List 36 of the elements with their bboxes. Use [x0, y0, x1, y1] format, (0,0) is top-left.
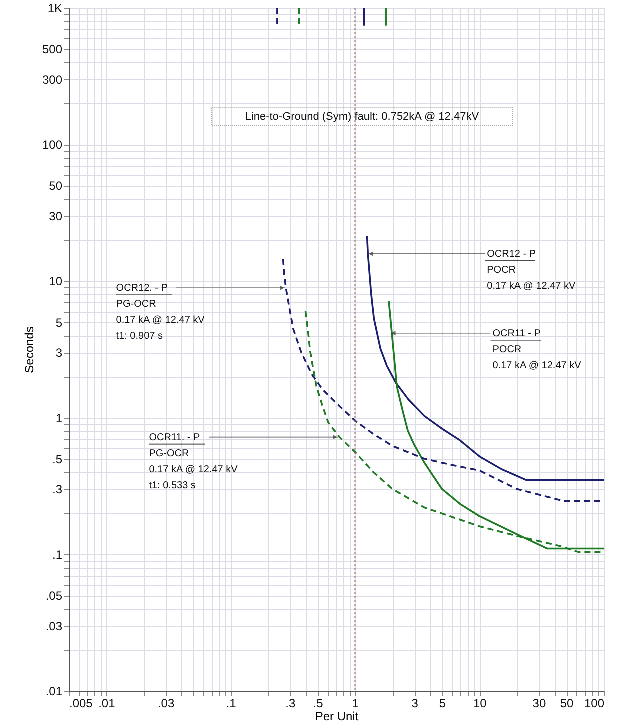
x-tick-label: .005	[70, 696, 94, 710]
y-tick-label: 1K	[48, 2, 62, 16]
x-axis-title: Per Unit	[315, 710, 360, 722]
x-tick-label: .1	[226, 696, 237, 710]
x-tick-label: 5	[439, 696, 446, 710]
y-tick-label: 100	[42, 138, 63, 152]
y-tick-label: 10	[49, 274, 63, 289]
y-tick-label: 3	[56, 346, 63, 360]
y-tick-label: .03	[46, 619, 63, 634]
x-tick-label: 3	[412, 696, 419, 710]
annotation: OCR11 - P POCR 0.17 kA @ 12.47 kV	[492, 328, 582, 372]
y-tick-label: .05	[46, 589, 63, 604]
y-tick-label: 300	[42, 72, 63, 87]
y-axis-title: Seconds	[22, 326, 36, 374]
y-tick-label: 50	[49, 179, 63, 194]
x-tick-label: 100	[584, 696, 605, 710]
x-tick-label: .3	[286, 696, 296, 710]
y-tick-label: 500	[42, 42, 63, 57]
x-tick-label: 10	[473, 696, 488, 710]
annotation: OCR12 - P POCR 0.17 kA @ 12.47 kV	[487, 249, 576, 292]
y-tick-label: .1	[52, 548, 63, 562]
x-tick-label: 50	[560, 696, 574, 710]
x-tick-label: .5	[313, 696, 324, 710]
y-tick-label: 5	[56, 316, 63, 330]
x-tick-label: .03	[158, 696, 175, 710]
annotation: OCR11. - P PG-OCR 0.17 kA @ 12.47 kV t1: 0.533 s	[149, 432, 238, 492]
annotation: Line-to-Ground (Sym) fault: 0.752kA @ 12.47kV	[245, 111, 480, 123]
y-tick-label: .5	[52, 452, 63, 466]
x-tick-label: 30	[532, 696, 546, 710]
x-tick-label: .01	[98, 696, 116, 710]
y-tick-label: 30	[49, 210, 63, 224]
annotation: OCR12. - P PG-OCR 0.17 kA @ 12.47 kV t1: 0.907 s	[116, 283, 206, 342]
y-tick-label: .01	[46, 684, 63, 698]
x-tick-label: 1	[352, 696, 360, 710]
y-tick-label: .3	[52, 482, 63, 497]
y-tick-label: 1	[56, 411, 63, 426]
